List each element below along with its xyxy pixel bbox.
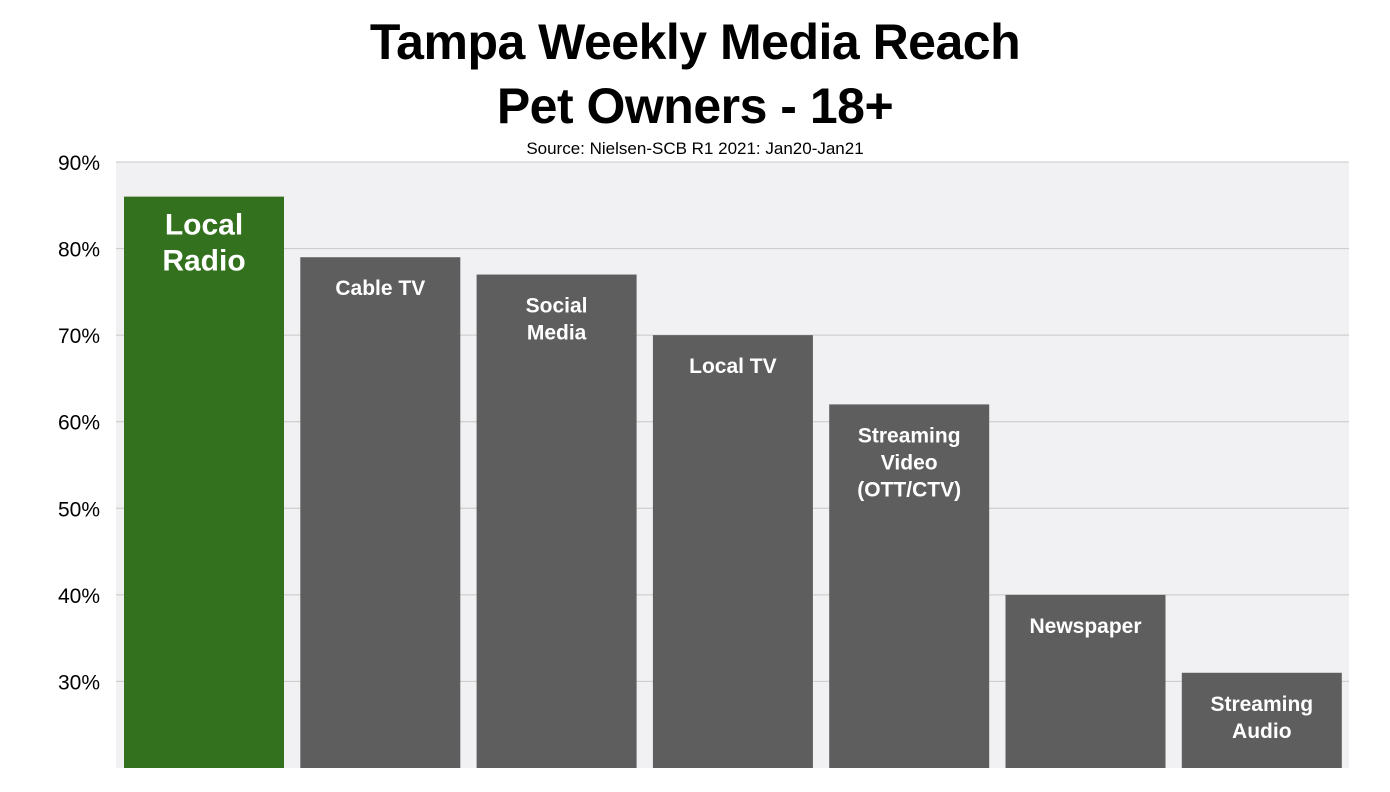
y-tick-label: 90% bbox=[58, 152, 100, 175]
y-tick-label: 60% bbox=[58, 412, 100, 435]
y-tick-label: 50% bbox=[58, 498, 100, 521]
bar-label: Cable TV bbox=[335, 277, 425, 300]
bar-label: Streaming bbox=[1210, 693, 1313, 716]
bar bbox=[1181, 672, 1342, 768]
bar-label: Radio bbox=[162, 245, 245, 278]
y-axis-ticks: 30% 40% 50% 60% 70% 80% 90% bbox=[58, 152, 100, 694]
bar-label: Newspaper bbox=[1029, 615, 1141, 638]
bar-label: Local TV bbox=[689, 355, 777, 378]
bar-label: Local bbox=[165, 209, 243, 242]
bars bbox=[124, 196, 1342, 769]
bar bbox=[652, 335, 813, 768]
bar bbox=[829, 404, 990, 768]
bar-label: (OTT/CTV) bbox=[857, 478, 961, 501]
bar-label: Streaming bbox=[858, 424, 961, 447]
y-tick-label: 80% bbox=[58, 239, 100, 262]
chart-title-line-1: Tampa Weekly Media Reach bbox=[369, 14, 1021, 70]
bar bbox=[476, 274, 637, 768]
bar-label: Social bbox=[526, 295, 588, 318]
y-tick-label: 70% bbox=[58, 325, 100, 348]
bar-label: Video bbox=[881, 451, 938, 474]
bar bbox=[300, 257, 461, 768]
bar-label: Media bbox=[527, 322, 587, 345]
chart-title-line-2: Pet Owners - 18+ bbox=[496, 78, 894, 134]
chart-subtitle-source: Source: Nielsen-SCB R1 2021: Jan20-Jan21 bbox=[526, 139, 864, 158]
bar bbox=[124, 196, 284, 769]
bar-label: Audio bbox=[1232, 720, 1291, 743]
bar bbox=[1005, 594, 1166, 768]
y-tick-label: 30% bbox=[58, 671, 100, 694]
y-tick-label: 40% bbox=[58, 585, 100, 608]
